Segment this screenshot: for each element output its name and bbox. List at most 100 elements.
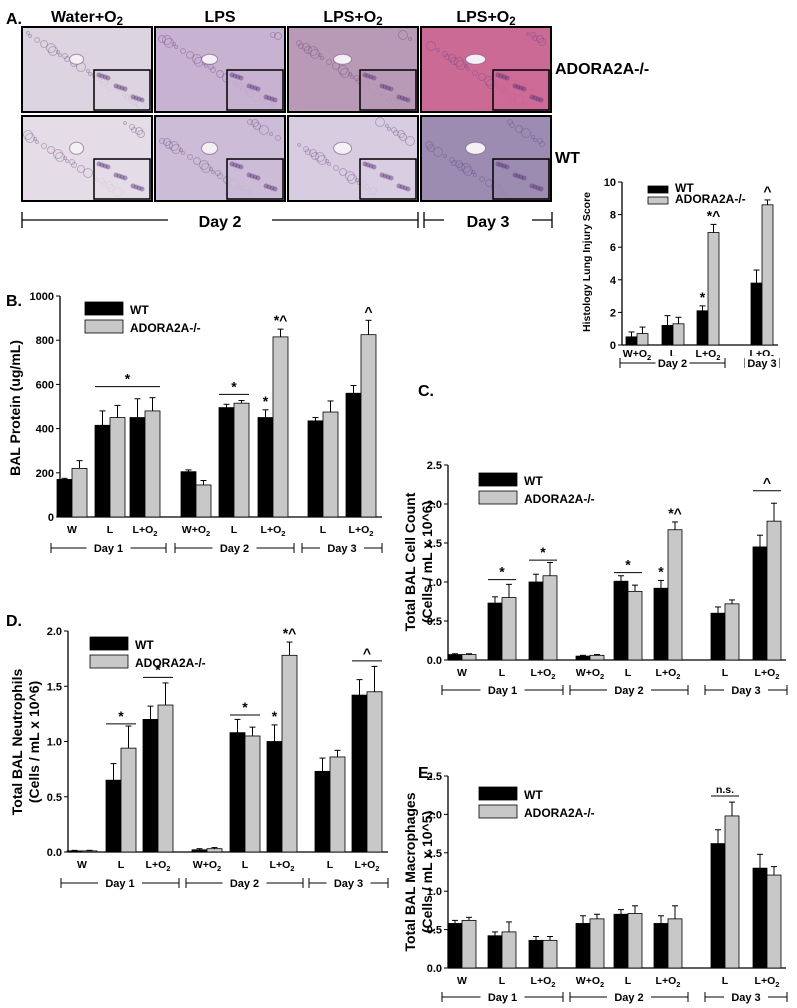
inset-cell <box>249 84 255 90</box>
inset-cell <box>521 175 527 181</box>
bar-wt <box>94 424 111 518</box>
x-tick-label: L+O2 <box>133 524 158 538</box>
x-tick-label: W+O2 <box>623 348 651 362</box>
label-bg <box>480 683 525 697</box>
x-tick-label: L+O2 <box>349 524 374 538</box>
tissue-alveolus <box>251 119 259 127</box>
bar-wt <box>613 913 629 969</box>
tissue-alveolus <box>333 165 339 171</box>
bar-ko <box>322 411 339 518</box>
tissue-alveolus <box>385 124 389 128</box>
airway-lumen <box>465 53 487 65</box>
label-bg <box>724 683 768 697</box>
inset-cell <box>532 184 538 190</box>
legend-label: WT <box>135 638 154 652</box>
tissue-alveolus <box>65 159 69 163</box>
inset-cell <box>399 184 405 190</box>
x-tick-label: L+O2 <box>656 975 681 989</box>
magnified-inset <box>492 158 550 200</box>
legend-label: WT <box>524 474 543 488</box>
y-axis-label-line: (Cells / mL x 10^5) <box>419 811 435 933</box>
inset-cell <box>119 85 125 91</box>
day-label: Day 2 <box>230 878 259 890</box>
significance-mark: * <box>658 563 664 579</box>
legend-swatch <box>478 804 518 819</box>
significance-mark: ^ <box>763 183 771 199</box>
tissue-alveolus <box>270 32 276 38</box>
bar-wt <box>142 719 159 853</box>
bar-ko <box>244 735 261 853</box>
bar-ko <box>542 575 558 661</box>
tissue-alveolus <box>532 35 538 41</box>
inset-cell <box>263 183 269 189</box>
tissue-alveolus <box>311 152 319 160</box>
bar-wt <box>750 282 763 346</box>
inset-cell <box>229 161 235 167</box>
x-tick-label: W+O2 <box>182 524 210 538</box>
inset-cell <box>249 173 255 179</box>
tissue-alveolus <box>327 162 331 166</box>
inset-cell <box>102 74 108 80</box>
significance-mark: * <box>155 661 161 677</box>
tissue-alveolus <box>26 31 30 35</box>
inset-cell <box>538 97 544 103</box>
inset-cell <box>102 163 108 169</box>
inset-cell <box>518 174 524 180</box>
magnified-inset <box>226 69 284 111</box>
tissue-alveolus <box>536 35 544 43</box>
x-tick-label: W <box>457 667 467 679</box>
bar-ko <box>667 918 683 969</box>
bar-ko <box>766 520 782 661</box>
inset-cell <box>105 75 111 81</box>
x-tick-label: W <box>67 524 77 536</box>
tissue-alveolus <box>209 167 213 171</box>
significance-mark: * <box>540 544 546 560</box>
tissue-alveolus <box>41 143 47 149</box>
y-tick-label: 400 <box>36 424 54 436</box>
y-axis-label: Total BAL Neutrophils (Cells / mL x 10^6) <box>9 669 42 816</box>
inset-cell <box>362 72 368 78</box>
tissue-alveolus <box>448 54 456 62</box>
x-tick-label: L <box>242 859 249 871</box>
inset-cell <box>402 96 408 102</box>
label-bg <box>212 541 257 555</box>
bar-wt <box>191 849 208 853</box>
panel-label: B. <box>6 293 22 310</box>
legend-label: WT <box>524 788 543 802</box>
tissue-alveolus <box>509 122 515 128</box>
y-tick-label: 0 <box>610 340 616 352</box>
tissue-alveolus <box>348 72 352 76</box>
bar-wt <box>752 867 768 969</box>
tissue-alveolus <box>216 70 224 78</box>
tissue-alveolus <box>274 32 282 40</box>
bar-wt <box>345 392 362 518</box>
y-tick-label: 10 <box>604 177 616 189</box>
y-axis-label: Total BAL Cell Count (Cells / mL x 10^6) <box>402 492 435 631</box>
histology-image <box>21 26 153 113</box>
tissue-alveolus <box>211 170 215 174</box>
tissue-alveolus <box>521 128 531 138</box>
x-tick-label: L+O2 <box>755 975 780 989</box>
label-bg <box>655 356 690 370</box>
tissue-alveolus <box>433 147 443 157</box>
bar-wt <box>487 602 503 661</box>
tissue-alveolus <box>165 141 173 149</box>
x-tick-label: L <box>327 859 334 871</box>
tissue-alveolus <box>436 48 440 52</box>
airway-lumen <box>333 141 353 155</box>
x-tick-label: L <box>231 524 238 536</box>
inset-cell <box>405 97 411 103</box>
bar-ko <box>501 931 517 969</box>
y-tick-label: 0.5 <box>427 616 442 628</box>
x-tick-label: L+O2 <box>656 667 681 681</box>
inset-cell <box>518 85 524 91</box>
inset-cell <box>535 185 541 191</box>
y-tick-label: 0.0 <box>47 847 62 859</box>
histology-image <box>287 115 419 202</box>
magnified-inset <box>359 158 417 200</box>
inset-cell <box>136 185 142 191</box>
label-bg <box>326 876 371 890</box>
inset-cell <box>405 186 411 192</box>
bar-ko <box>360 334 377 518</box>
label-bg <box>320 541 364 555</box>
